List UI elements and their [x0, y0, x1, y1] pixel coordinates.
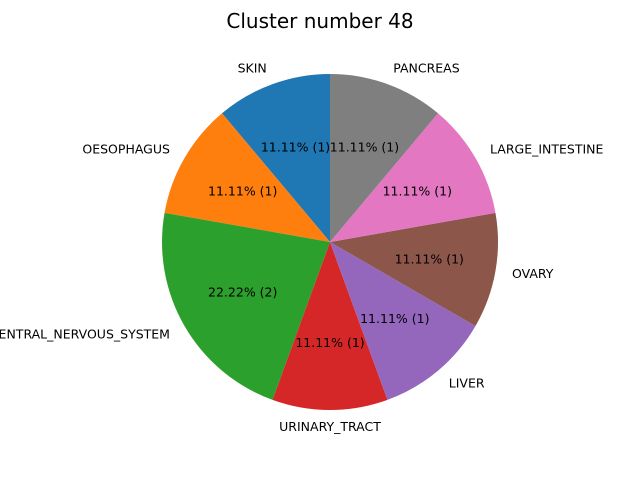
- pie-slice-ovary: [330, 212, 498, 326]
- slice-label: PANCREAS: [393, 60, 460, 75]
- pie-slice-liver: [330, 242, 476, 400]
- pie-slice-urinary-tract: [272, 242, 388, 410]
- pie-slice-oesophagus: [164, 113, 330, 242]
- pie-labels: SKIN OESOPHAGUS CENTRAL_NERVOUS_SYSTEM URIN…: [0, 60, 604, 433]
- slice-percent-label: 11.11% (1): [330, 139, 399, 154]
- slice-label: LIVER: [449, 376, 485, 391]
- slice-percent-label: 11.11% (1): [295, 335, 364, 350]
- slice-label: URINARY_TRACT: [279, 419, 381, 434]
- pie-slice-pancreas: [330, 74, 438, 242]
- pie-slices: [162, 74, 498, 410]
- pie-slice-skin: [222, 74, 330, 242]
- chart-title: Cluster number 48: [226, 9, 413, 33]
- slice-label: OESOPHAGUS: [82, 142, 170, 157]
- slice-percent-label: 11.11% (1): [360, 311, 429, 326]
- slice-percent-label: 22.22% (2): [208, 284, 277, 299]
- pie-slice-large-intestine: [330, 113, 496, 242]
- slice-label: SKIN: [238, 60, 267, 75]
- pie-percent-labels: 11.11% (1)11.11% (1)22.22% (2)11.11% (1)…: [208, 139, 464, 350]
- pie-slice-central-nervous-system: [162, 212, 330, 400]
- slice-percent-label: 11.11% (1): [395, 252, 464, 267]
- slice-label: LARGE_INTESTINE: [490, 142, 603, 157]
- slice-percent-label: 11.11% (1): [383, 184, 452, 199]
- slice-percent-label: 11.11% (1): [261, 139, 330, 154]
- slice-percent-label: 11.11% (1): [208, 184, 277, 199]
- slice-label: CENTRAL_NERVOUS_SYSTEM: [0, 326, 170, 341]
- slice-label: OVARY: [512, 266, 554, 281]
